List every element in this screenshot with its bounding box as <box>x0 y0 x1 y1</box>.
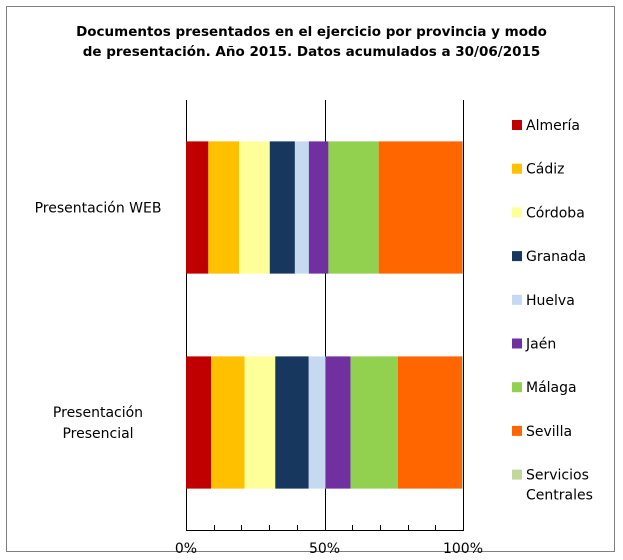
legend-label: Cádiz <box>526 162 564 178</box>
bar-segment <box>398 356 463 489</box>
bar-segment <box>239 141 270 274</box>
bar-segment <box>378 141 463 274</box>
bar-segment <box>462 356 463 489</box>
legend-label: Jaén <box>525 337 556 353</box>
x-tick-label: 0% <box>175 541 197 557</box>
bar-segment <box>186 141 209 274</box>
bar-segment <box>269 141 295 274</box>
bar-segment <box>325 356 351 489</box>
legend-swatch <box>512 120 522 130</box>
bar-segment <box>294 141 309 274</box>
x-tick-label: 100% <box>443 541 483 557</box>
chart-title: Documentos presentados en el ejercicio p… <box>0 22 623 62</box>
category-label: Presencial <box>62 426 133 442</box>
legend-label: Huelva <box>526 293 575 309</box>
legend-label: Almería <box>526 118 580 134</box>
bar-segment <box>462 141 463 274</box>
bar-segment <box>186 356 212 489</box>
legend-label: Centrales <box>526 488 593 504</box>
bar-segment <box>244 356 276 489</box>
bar-segment <box>275 356 309 489</box>
bar-segment <box>350 356 399 489</box>
legend-swatch <box>512 469 522 480</box>
legend-swatch <box>512 425 522 436</box>
legend-swatch <box>512 338 522 349</box>
legend-label: Málaga <box>526 380 577 396</box>
chart-title-line-1: Documentos presentados en el ejercicio p… <box>76 24 547 40</box>
bar-segment <box>328 141 379 274</box>
legend-swatch <box>512 163 522 174</box>
legend-label: Sevilla <box>526 424 572 440</box>
bar-segment <box>308 141 329 274</box>
x-tick-label: 50% <box>309 541 340 557</box>
legend-swatch <box>512 251 522 262</box>
chart-title-line-2: de presentación. Año 2015. Datos acumula… <box>82 44 541 60</box>
legend-label: Servicios <box>526 468 589 484</box>
legend-label: Granada <box>526 249 586 265</box>
category-label: Presentación <box>53 405 143 421</box>
bar-segment <box>308 356 326 489</box>
legend-swatch <box>512 382 522 393</box>
bar-segment <box>208 141 240 274</box>
legend-swatch <box>512 294 522 305</box>
bar-segment <box>211 356 245 489</box>
legend-label: Córdoba <box>526 205 585 221</box>
category-label: Presentación WEB <box>35 201 162 217</box>
legend-swatch <box>512 207 522 218</box>
